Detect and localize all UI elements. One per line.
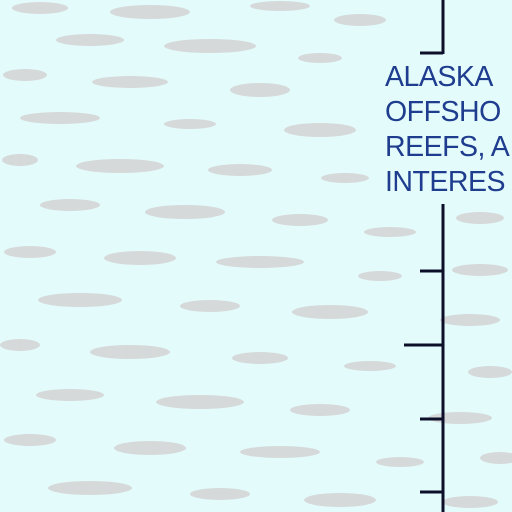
map-label-line: ALASKA (385, 61, 493, 93)
map-label-line: OFFSHO (385, 96, 501, 128)
map-label: ALASKA OFFSHO REEFS, A INTERES (383, 58, 510, 204)
map-label-line: REEFS, A (385, 131, 510, 163)
map-label-line: INTERES (385, 166, 506, 198)
